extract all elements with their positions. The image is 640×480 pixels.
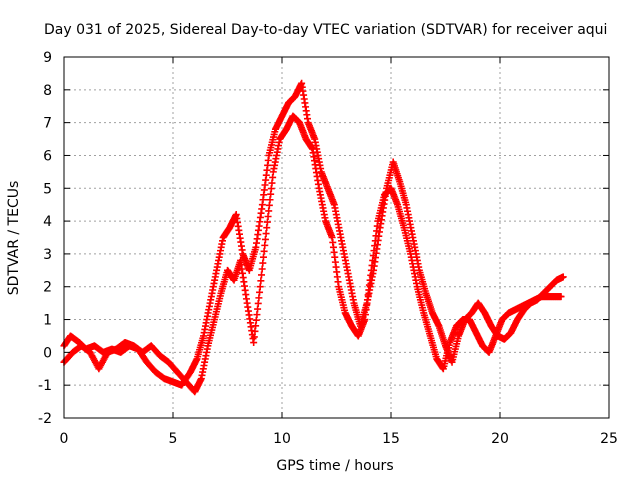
y-tick-label: 3 xyxy=(43,247,52,263)
y-tick-label: 6 xyxy=(43,148,52,164)
series-track-b xyxy=(60,112,565,396)
data-point-marker xyxy=(257,277,265,285)
data-point-marker xyxy=(262,230,270,238)
x-tick-label: 0 xyxy=(60,431,69,447)
y-axis-label: SDTVAR / TECUs xyxy=(6,181,22,296)
data-point-marker xyxy=(258,265,266,273)
chart-title: Day 031 of 2025, Sidereal Day-to-day VTE… xyxy=(44,22,607,38)
x-tick-label: 15 xyxy=(382,431,400,447)
y-tick-label: 8 xyxy=(43,83,52,99)
data-point-marker xyxy=(256,283,264,291)
data-points xyxy=(60,79,567,396)
y-tick-label: -1 xyxy=(38,378,52,394)
data-point-marker xyxy=(258,271,266,279)
data-point-marker xyxy=(261,235,269,243)
y-tick-label: 5 xyxy=(43,181,52,197)
y-axis-ticks: -2 -1 0 1 2 3 4 5 6 7 8 9 xyxy=(38,50,609,427)
x-tick-label: 25 xyxy=(600,431,618,447)
y-tick-label: 1 xyxy=(43,313,52,329)
data-point-marker xyxy=(260,247,268,255)
y-tick-label: 0 xyxy=(43,345,52,361)
x-tick-label: 20 xyxy=(491,431,509,447)
data-point-marker xyxy=(559,273,567,281)
y-tick-label: 7 xyxy=(43,116,52,132)
x-tick-label: 10 xyxy=(273,431,291,447)
y-tick-label: 2 xyxy=(43,280,52,296)
x-axis-label: GPS time / hours xyxy=(276,458,393,474)
x-axis-ticks: 0 5 10 15 20 25 xyxy=(60,57,618,447)
y-tick-label: 9 xyxy=(43,50,52,66)
y-tick-label: 4 xyxy=(43,214,52,230)
plot-frame xyxy=(63,56,610,419)
x-tick-label: 5 xyxy=(169,431,178,447)
data-point-marker xyxy=(261,241,269,249)
data-point-marker xyxy=(557,293,565,301)
y-tick-label: -2 xyxy=(38,411,52,427)
data-point-marker xyxy=(259,259,267,267)
data-point-marker xyxy=(259,253,267,261)
